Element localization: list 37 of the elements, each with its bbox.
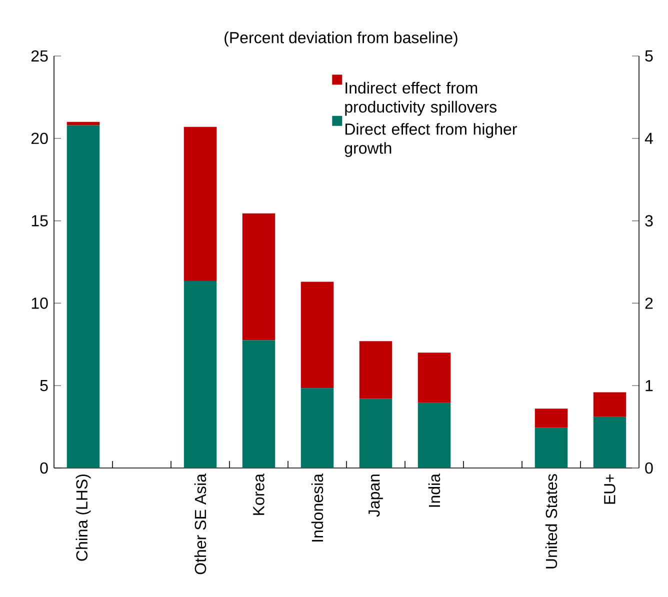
x-tick-label: United States: [545, 474, 558, 568]
bar: [242, 340, 276, 468]
y2-tick-label: 3: [645, 215, 653, 226]
x-tick-label: Indonesia: [311, 474, 324, 542]
bar: [534, 428, 568, 468]
bar: [300, 282, 334, 388]
bar: [593, 416, 626, 468]
x-tick-label: India: [428, 474, 440, 507]
y-tick-label: 5: [40, 380, 48, 392]
y-tick-label: 15: [32, 215, 48, 226]
bar: [300, 388, 334, 468]
bar: [184, 126, 217, 281]
bar: [242, 213, 276, 340]
bar: [184, 280, 217, 468]
y-tick-label: 0: [40, 462, 48, 474]
y-tick-label: 25: [31, 50, 48, 62]
x-tick-label: China (LHS): [76, 474, 91, 561]
x-tick-label: Japan: [368, 474, 383, 517]
bar: [359, 341, 392, 399]
legend-label: Direct effect from higher growth: [344, 123, 517, 157]
legend-label: Indirect effect from productivity spillovers: [345, 82, 496, 116]
chart-subtitle: (Percent deviation from baseline): [224, 32, 458, 46]
bar: [593, 392, 626, 417]
y-tick-label: 10: [32, 298, 48, 309]
y2-tick-label: 2: [645, 298, 653, 309]
y-tick-label: 20: [31, 132, 48, 144]
y2-tick-label: 1: [646, 380, 653, 392]
bar: [418, 402, 451, 468]
x-tick-label: EU+: [604, 474, 616, 504]
y2-tick-label: 5: [645, 50, 653, 62]
y2-tick-label: 0: [645, 462, 653, 474]
x-tick-label: Other SE Asia: [194, 474, 206, 574]
bar: [359, 398, 392, 468]
bar: [534, 408, 568, 428]
x-tick-label: Korea: [253, 474, 264, 515]
bar: [418, 352, 451, 403]
y2-tick-label: 4: [644, 132, 653, 144]
